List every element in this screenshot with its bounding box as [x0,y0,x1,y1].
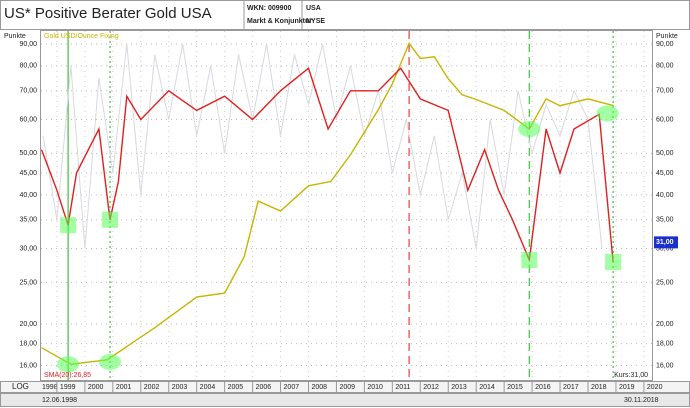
y2-tick-label: 80,00 [656,63,674,70]
y2-tick-label: 60,00 [656,116,674,123]
y-tick-label: 80,00 [19,63,37,70]
y-tick-label: 25,00 [19,279,37,286]
start-date: 12.06.1998 [42,397,77,404]
highlight-box [605,253,622,270]
x-tick-label: 1998 [42,384,58,391]
y2-tick-label: 18,00 [656,340,674,347]
highlight-box [60,217,77,234]
y-tick-label: 35,00 [19,217,37,224]
x-tick-label: 2001 [116,384,132,391]
y2-tick-label: 70,00 [656,88,674,95]
x-tick-label: 2006 [256,384,272,391]
x-tick-label: 2017 [563,384,579,391]
country: USA [306,5,321,12]
legend-label: Gold USD/Ounce Fixing [44,33,119,40]
y2-tick-label: 45,00 [656,170,674,177]
y2-tick-label: 30,00 [656,245,674,252]
y2-tick-label: 25,00 [656,279,674,286]
x-tick-label: 2012 [423,384,439,391]
y-tick-label: 16,00 [19,362,37,369]
y2-tick-label: 40,00 [656,192,674,199]
legend-label: SMA(20):26,85 [44,372,91,379]
y2-axis-label: Punkte [656,33,678,40]
y-tick-label: 20,00 [19,321,37,328]
x-tick-label: 2020 [647,384,663,391]
x-tick-label: 2018 [591,384,607,391]
x-tick-label: 2013 [451,384,467,391]
y2-tick-label: 90,00 [656,41,674,48]
x-tick-label: 2014 [479,384,495,391]
y2-tick-label: 50,00 [656,150,674,157]
x-tick-label: 2011 [395,384,410,391]
highlight-ellipse [596,105,619,122]
title: US* Positive Berater Gold USA [4,5,212,22]
series-line [42,43,603,249]
highlight-ellipse [518,121,541,138]
x-tick-label: 1999 [60,384,76,391]
y-tick-label: 60,00 [19,116,37,123]
group: Markt & Konjunktur [247,18,312,25]
scale-label: LOG [12,382,29,391]
scrollbar[interactable] [0,393,690,407]
x-tick-label: 2008 [311,384,327,391]
end-date: 30.11.2018 [624,397,659,404]
header-box [0,0,690,30]
x-tick-label: 2010 [367,384,383,391]
price-label: Kurs:31,00 [614,372,648,379]
x-tick-label: 2009 [339,384,355,391]
highlight-box [521,251,538,268]
x-tick-label: 2004 [200,384,216,391]
x-tick-label: 2007 [284,384,300,391]
y-tick-label: 30,00 [19,245,37,252]
y-tick-label: 18,00 [19,340,37,347]
x-tick-label: 2005 [228,384,244,391]
y-tick-label: 90,00 [19,41,37,48]
price-box [654,236,678,249]
y-tick-label: 70,00 [19,88,37,95]
highlight-ellipse [57,356,80,373]
y-axis-label: Punkte [4,33,26,40]
x-tick-label: 2002 [144,384,160,391]
y-tick-label: 40,00 [19,192,37,199]
x-tick-label: 2019 [619,384,635,391]
exchange: NYSE [306,18,325,25]
highlight-box [102,211,119,228]
x-tick-label: 2016 [535,384,551,391]
x-tick-label: 2000 [88,384,104,391]
highlight-ellipse [99,354,122,371]
y2-tick-label: 35,00 [656,217,674,224]
y2-tick-label: 16,00 [656,362,674,369]
wkn: WKN: 009900 [247,5,291,12]
x-tick-label: 2003 [172,384,188,391]
price-box-label: 31,00 [656,239,674,246]
x-tick-label: 2015 [507,384,523,391]
y-tick-label: 50,00 [19,150,37,157]
plot-frame [40,30,653,381]
y2-tick-label: 20,00 [656,321,674,328]
y-tick-label: 45,00 [19,170,37,177]
